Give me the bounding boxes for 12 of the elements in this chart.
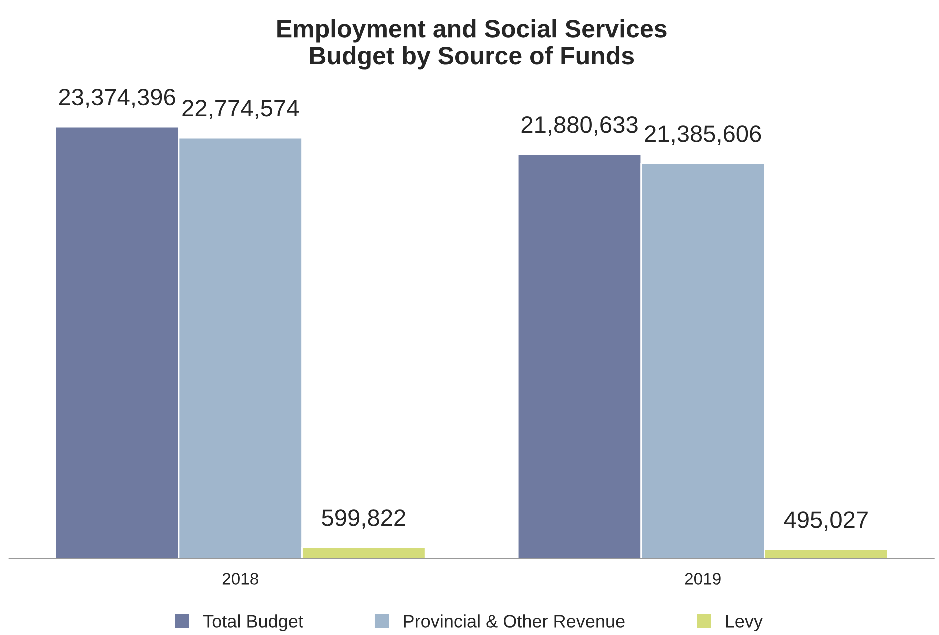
- data-label: 599,822: [322, 510, 406, 530]
- data-label: 21,880,633: [522, 116, 638, 136]
- x-tick-label: 2018: [222, 573, 258, 585]
- legend-label: Total Budget: [204, 614, 304, 632]
- legend-label: Provincial & Other Revenue: [404, 614, 625, 628]
- data-label: 21,385,606: [645, 126, 762, 146]
- data-label: 23,374,396: [59, 88, 176, 108]
- x-tick-label: 2019: [685, 573, 721, 585]
- legend-label: Levy: [726, 615, 763, 632]
- data-label: 22,774,574: [182, 100, 300, 120]
- data-label: 495,027: [784, 512, 868, 532]
- chart-title: Employment and Social Services Budget by Source of Funds: [278, 19, 667, 70]
